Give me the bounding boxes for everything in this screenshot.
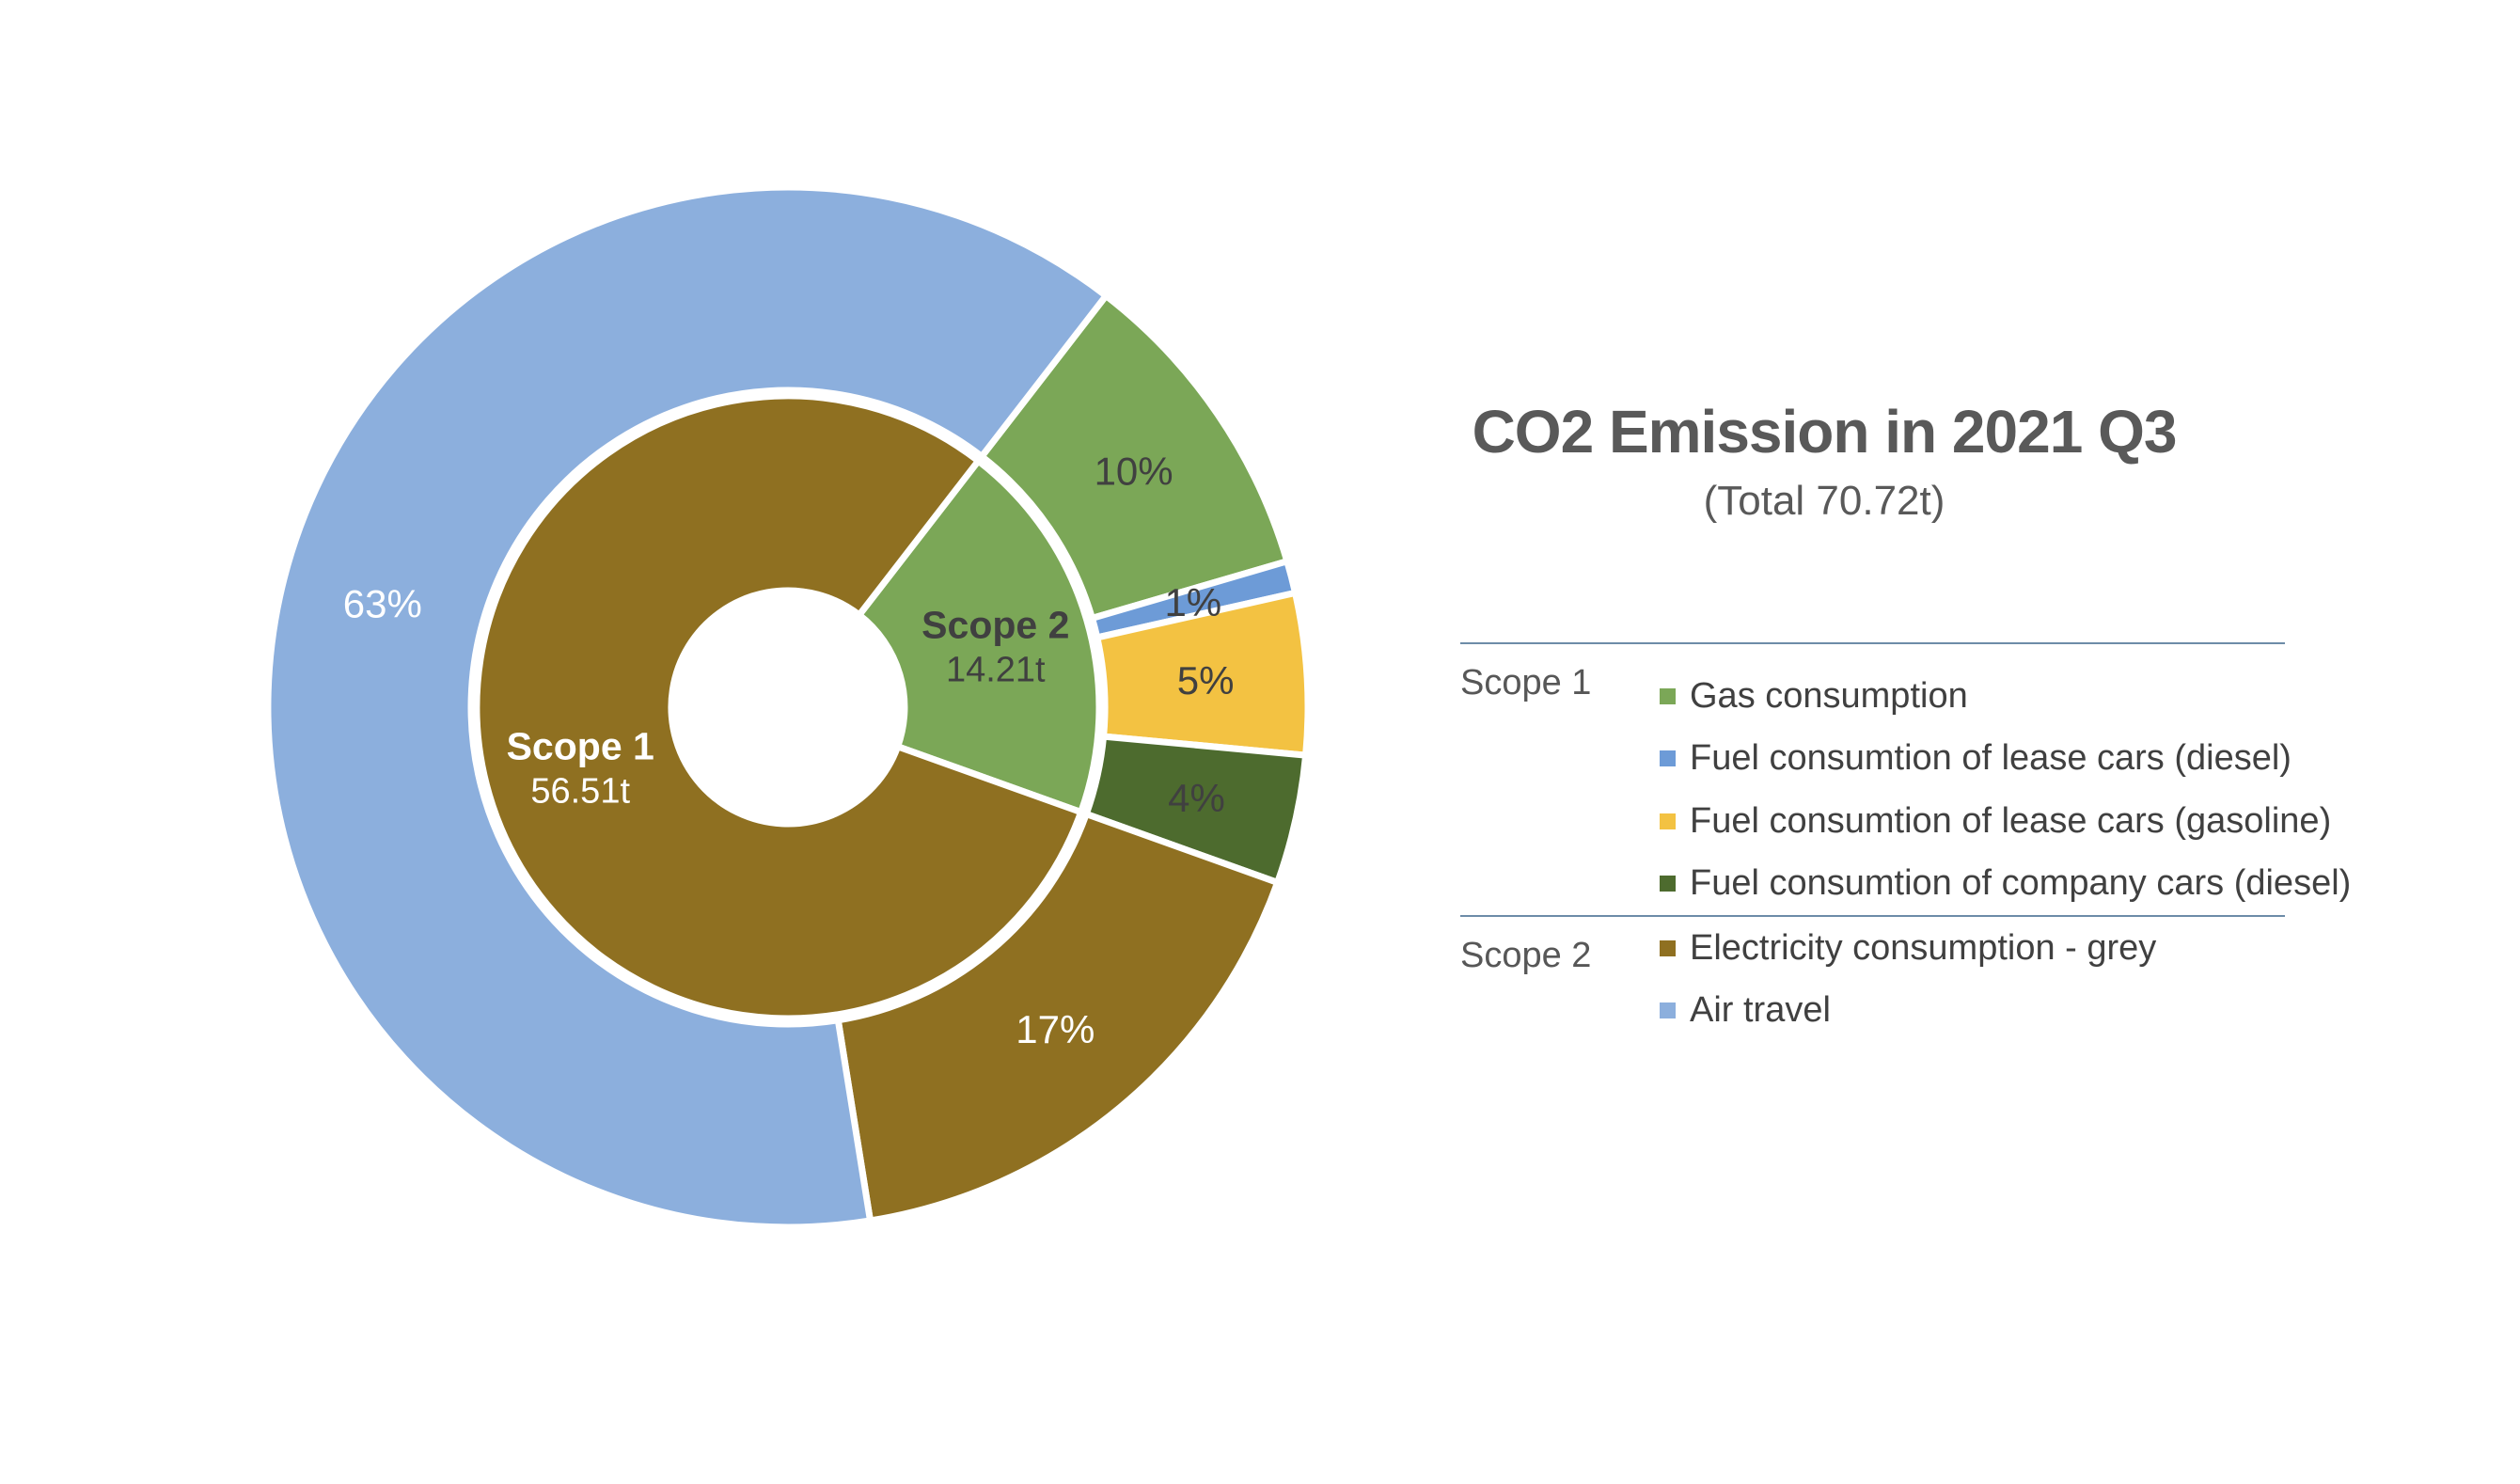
inner-value-scope-1: 56.51t	[530, 772, 630, 812]
legend-item-label: Electricity consumption - grey	[1690, 927, 2157, 968]
inner-label-scope-2: Scope 2	[921, 603, 1069, 646]
title-block: CO2 Emission in 2021 Q3 (Total 70.72t)	[1410, 399, 2238, 525]
legend-scope-2-label: Scope 2	[1460, 936, 1592, 975]
legend-item-label: Fuel consumtion of lease cars (gasoline)	[1690, 800, 2332, 841]
legend-item-lease-cars-diesel[interactable]: Fuel consumtion of lease cars (diesel)	[1660, 728, 2292, 791]
legend: Scope 1 Gas consumption Fuel consumtion …	[1460, 642, 2351, 1042]
legend-item-electricity-grey[interactable]: Electricity consumption - grey	[1660, 917, 2285, 980]
pct-label-gas-consumption: 10%	[1095, 450, 1173, 494]
legend-item-label: Fuel consumtion of company cars (diesel)	[1690, 863, 2352, 904]
legend-group-scope-1: Scope 1 Gas consumption Fuel consumtion …	[1460, 642, 2351, 916]
legend-item-label: Gas consumption	[1690, 675, 1968, 716]
pct-label-fuel-consumtion-of-lease-cars-diesel: 1%	[1164, 580, 1221, 624]
inner-value-scope-2: 14.21t	[946, 650, 1046, 689]
pct-label-electricity-consumption-grey: 17%	[1016, 1007, 1095, 1051]
legend-item-gas-consumption[interactable]: Gas consumption	[1660, 665, 2285, 728]
legend-swatch-air-travel	[1660, 1002, 1676, 1019]
legend-item-label: Air travel	[1690, 990, 1831, 1031]
pct-label-air-travel: 63%	[343, 582, 422, 626]
legend-item-air-travel[interactable]: Air travel	[1660, 980, 2285, 1043]
legend-swatch-electricity-grey	[1660, 939, 1676, 956]
legend-swatch-gas-consumption	[1660, 687, 1676, 704]
chart-subtitle: (Total 70.72t)	[1703, 478, 1945, 525]
slice-air-travel[interactable]	[264, 183, 1111, 1231]
legend-item-label: Fuel consumtion of lease cars (diesel)	[1690, 738, 2292, 779]
legend-item-lease-cars-gasoline[interactable]: Fuel consumtion of lease cars (gasoline)	[1660, 790, 2331, 853]
slice-electricity-consumption-grey[interactable]	[834, 810, 1283, 1225]
legend-item-company-cars-diesel[interactable]: Fuel consumtion of company cars (diesel)	[1660, 853, 2351, 916]
legend-scope-1-label: Scope 1	[1460, 663, 1592, 703]
inner-slice-scope-2[interactable]	[854, 456, 1103, 817]
pct-label-fuel-consumtion-of-company-cars-diesel: 4%	[1168, 776, 1225, 820]
pct-label-fuel-consumtion-of-lease-cars-gasoline: 5%	[1177, 658, 1235, 703]
legend-swatch-company-cars-diesel	[1660, 876, 1676, 892]
inner-label-scope-1: Scope 1	[507, 725, 654, 768]
legend-swatch-lease-cars-gasoline	[1660, 813, 1676, 829]
inner-slice-scope-1[interactable]	[473, 392, 1086, 1022]
legend-swatch-lease-cars-diesel	[1660, 750, 1676, 767]
legend-group-scope-2: Scope 2 Electricity consumption - grey A…	[1460, 915, 2285, 1042]
chart-title: CO2 Emission in 2021 Q3	[1472, 398, 2178, 466]
